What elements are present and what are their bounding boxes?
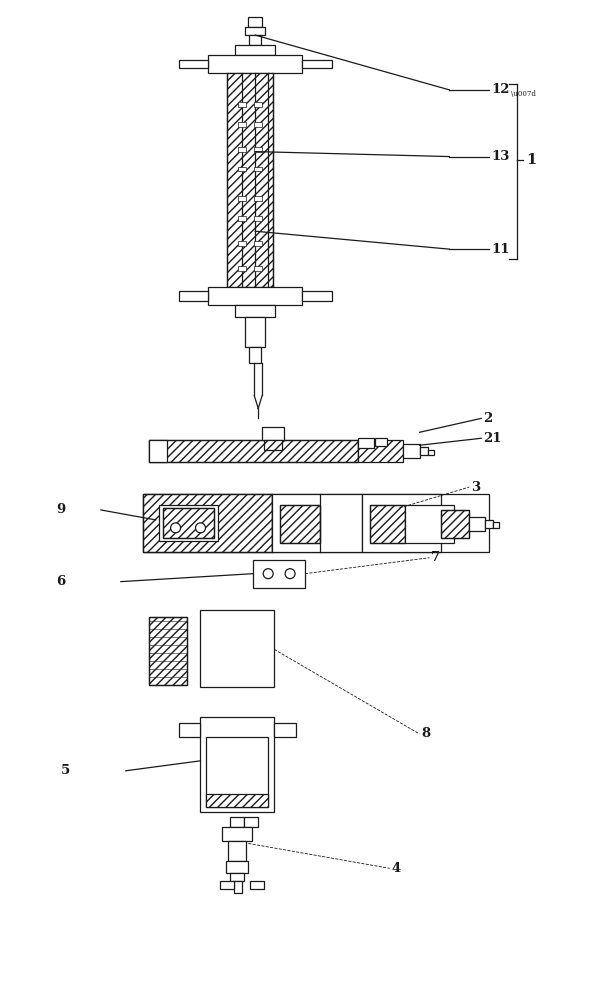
Circle shape bbox=[195, 523, 206, 533]
Bar bbox=[236, 45, 275, 55]
Text: 4: 4 bbox=[392, 862, 401, 875]
Bar bbox=[254, 122, 262, 127]
Bar bbox=[149, 440, 358, 462]
Text: 11: 11 bbox=[491, 243, 510, 256]
Bar bbox=[226, 861, 248, 873]
Bar bbox=[149, 617, 187, 685]
Bar bbox=[358, 440, 403, 462]
Bar bbox=[264, 440, 282, 450]
Bar bbox=[209, 55, 302, 73]
Bar bbox=[245, 27, 265, 35]
Bar bbox=[254, 216, 262, 221]
Bar bbox=[254, 266, 262, 271]
Bar bbox=[254, 196, 262, 201]
Text: 13: 13 bbox=[491, 150, 510, 163]
Bar bbox=[302, 60, 332, 68]
Circle shape bbox=[171, 523, 181, 533]
Bar bbox=[236, 305, 275, 317]
Bar bbox=[244, 817, 258, 827]
Bar bbox=[149, 617, 187, 685]
Bar bbox=[179, 291, 209, 301]
Bar bbox=[405, 505, 454, 543]
Bar bbox=[163, 508, 214, 538]
Bar bbox=[206, 737, 268, 807]
Bar bbox=[249, 35, 261, 45]
Bar bbox=[428, 450, 435, 455]
Bar bbox=[253, 560, 305, 588]
Bar bbox=[370, 505, 405, 543]
Bar bbox=[206, 794, 268, 807]
Bar bbox=[469, 517, 485, 531]
Bar bbox=[238, 147, 246, 152]
Text: 5: 5 bbox=[61, 764, 70, 777]
Text: 21: 21 bbox=[483, 432, 502, 445]
Bar bbox=[403, 444, 420, 458]
Bar bbox=[370, 505, 405, 543]
Bar bbox=[238, 196, 246, 201]
Bar bbox=[485, 520, 493, 528]
Bar bbox=[163, 508, 214, 538]
Text: 1: 1 bbox=[526, 153, 536, 167]
Bar bbox=[375, 438, 387, 446]
Bar bbox=[238, 122, 246, 127]
Bar bbox=[362, 494, 441, 552]
Bar bbox=[149, 440, 358, 462]
Bar bbox=[272, 494, 362, 552]
Bar bbox=[358, 438, 374, 448]
Bar bbox=[262, 427, 284, 440]
Bar bbox=[254, 167, 262, 171]
Bar bbox=[250, 881, 264, 889]
Bar bbox=[209, 287, 302, 305]
Bar bbox=[302, 291, 332, 301]
Bar bbox=[254, 241, 262, 246]
Bar bbox=[238, 266, 246, 271]
Bar bbox=[220, 881, 234, 889]
Bar bbox=[238, 167, 246, 171]
Text: 8: 8 bbox=[422, 727, 431, 740]
Bar bbox=[280, 505, 320, 543]
Text: 3: 3 bbox=[471, 481, 480, 494]
Bar bbox=[143, 494, 272, 552]
Bar bbox=[441, 510, 469, 538]
Bar bbox=[248, 17, 262, 27]
Text: 12: 12 bbox=[491, 83, 510, 96]
Bar bbox=[159, 505, 218, 541]
Bar bbox=[254, 147, 262, 152]
Bar bbox=[238, 102, 246, 107]
Bar bbox=[143, 494, 272, 552]
Bar bbox=[228, 841, 246, 861]
Bar bbox=[230, 873, 244, 881]
Circle shape bbox=[285, 569, 295, 579]
Bar bbox=[143, 494, 489, 552]
Circle shape bbox=[263, 569, 273, 579]
Bar bbox=[234, 881, 242, 893]
Bar bbox=[201, 610, 274, 687]
Bar bbox=[274, 723, 296, 737]
Bar bbox=[222, 827, 252, 841]
Bar bbox=[420, 447, 428, 455]
Text: 6: 6 bbox=[56, 575, 65, 588]
Bar bbox=[441, 510, 469, 538]
Bar bbox=[493, 522, 499, 528]
Bar bbox=[201, 717, 274, 812]
Text: 2: 2 bbox=[483, 412, 493, 425]
Text: 7: 7 bbox=[431, 551, 441, 564]
Bar bbox=[238, 216, 246, 221]
Bar bbox=[179, 723, 201, 737]
Bar bbox=[238, 241, 246, 246]
Bar bbox=[254, 102, 262, 107]
Bar bbox=[230, 817, 244, 827]
Bar bbox=[228, 73, 273, 287]
Text: \u007d: \u007d bbox=[511, 90, 536, 98]
Bar bbox=[179, 60, 209, 68]
Text: 9: 9 bbox=[56, 503, 65, 516]
Bar bbox=[245, 317, 265, 347]
Bar bbox=[149, 440, 166, 462]
Bar bbox=[249, 347, 261, 363]
Bar bbox=[280, 505, 320, 543]
